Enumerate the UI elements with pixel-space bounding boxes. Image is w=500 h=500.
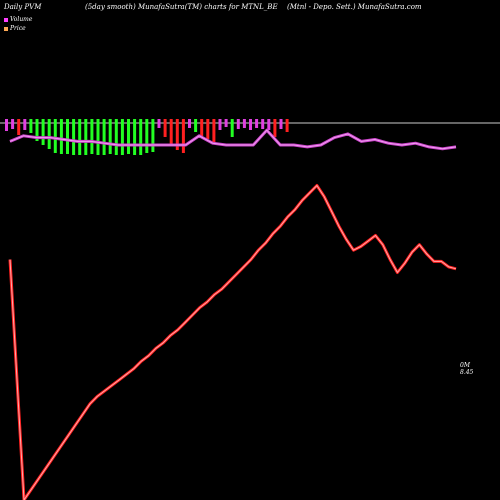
pvm-bar: [181, 119, 185, 153]
pvm-bar: [285, 119, 289, 132]
pvm-bar: [255, 119, 259, 128]
chart-header-left: Daily PVM: [4, 3, 42, 11]
legend-price: Price: [4, 25, 26, 32]
legend-price-label: Price: [10, 25, 26, 32]
pvm-bar: [261, 119, 265, 129]
pvm-bar: [139, 119, 143, 155]
pvm-bar: [114, 119, 118, 155]
pvm-bar: [72, 119, 76, 155]
pvm-bar: [200, 119, 204, 136]
pvm-bar: [188, 119, 191, 128]
legend-volume-swatch: [4, 17, 8, 22]
pvm-bar: [5, 119, 8, 131]
pvm-bar: [249, 119, 252, 130]
chart-header-right: (Mtnl - Depo. Sett.) MunafaSutra.com: [287, 3, 422, 11]
pvm-bar: [120, 119, 124, 155]
pvm-bar: [90, 119, 94, 154]
legend-volume-label: Volume: [10, 16, 33, 23]
pvm-bars: [5, 119, 289, 155]
pvm-bar: [194, 119, 198, 132]
pvm-bar: [17, 119, 21, 135]
price-line: [8, 184, 457, 500]
pvm-bar: [151, 119, 155, 152]
pvm-bar: [224, 119, 228, 127]
pvm-bar: [59, 119, 63, 154]
pvm-bar: [35, 119, 39, 141]
pvm-bar: [127, 119, 130, 154]
pvm-bar: [11, 119, 15, 129]
legend-volume: Volume: [4, 16, 32, 23]
pvm-bar: [29, 119, 33, 133]
pvm-bar: [145, 119, 149, 153]
pvm-bar: [175, 119, 179, 150]
pvm-bar: [53, 119, 57, 153]
pvm-bar: [47, 119, 51, 149]
pvm-bar: [96, 119, 100, 155]
pvm-bar: [133, 119, 137, 155]
pvm-bar: [230, 119, 234, 137]
pvm-bar: [273, 119, 277, 137]
volume-line-highlight: [9, 129, 457, 150]
pvm-bar: [66, 119, 69, 154]
pvm-bar: [242, 119, 246, 128]
pvm-bar: [108, 119, 112, 154]
chart-title: (5day smooth) MunafaSutra(TM) charts for…: [85, 3, 278, 11]
pvm-bar: [84, 119, 88, 155]
series-lines: [8, 128, 457, 500]
pvm-bar: [236, 119, 240, 129]
legend-price-swatch: [4, 26, 8, 31]
volume-end-label: 0M: [460, 362, 470, 369]
price-line-highlight: [9, 185, 457, 500]
pvm-bar: [41, 119, 45, 145]
pvm-bar: [218, 119, 222, 130]
pvm-bar: [157, 119, 161, 128]
pvm-bar: [169, 119, 173, 145]
pvm-bar: [163, 119, 167, 137]
pvm-bar: [78, 119, 82, 155]
price-end-label: 8.45: [460, 369, 474, 376]
pvm-bar: [212, 119, 216, 144]
pvm-bar: [23, 119, 27, 130]
pvm-bar: [206, 119, 210, 139]
pvm-bar: [267, 119, 271, 130]
pvm-bar: [102, 119, 106, 155]
pvm-bar: [279, 119, 283, 129]
